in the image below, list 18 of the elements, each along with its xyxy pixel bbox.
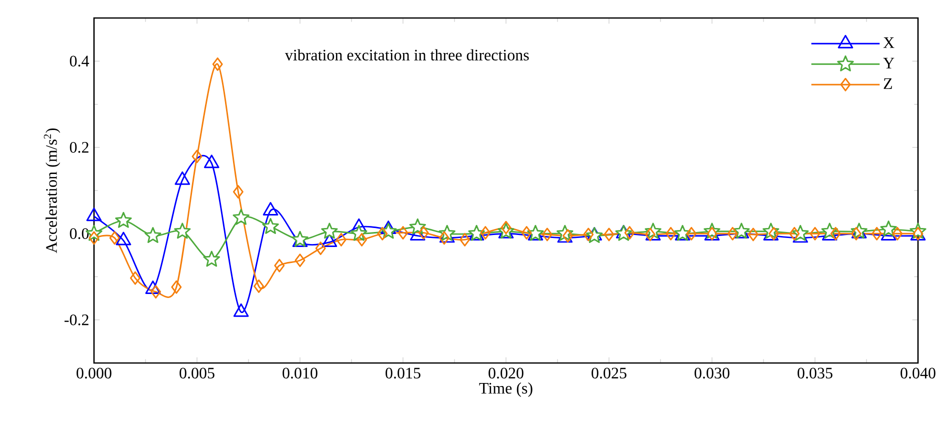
x-tick-label: 0.040 (900, 368, 936, 379)
x-tick-label: 0.035 (798, 368, 832, 379)
x-tick-label: 0.020 (488, 368, 524, 379)
legend-label: Y (883, 58, 894, 68)
text: vibration excitation in three directions (284, 49, 529, 60)
x-tick-label: 0.010 (282, 368, 318, 379)
x-tick-label: 0.030 (694, 368, 730, 379)
x-tick-label: 0.000 (76, 368, 112, 379)
legend-label: X (883, 37, 894, 48)
y-tick-label: 0.2 (70, 142, 88, 153)
y-axis-title: Acceleration (m/s$^{2}$) (44, 128, 60, 254)
legend-label: Z (884, 78, 892, 89)
x-tick-label: 0.025 (592, 368, 626, 379)
x-axis-title: Time (s) (479, 382, 532, 397)
y-tick-label: -0.2 (64, 314, 88, 326)
x-tick-label: 0.005 (180, 368, 214, 379)
x-tick-label: 0.015 (386, 368, 420, 379)
y-tick-label: 0.4 (70, 56, 90, 67)
